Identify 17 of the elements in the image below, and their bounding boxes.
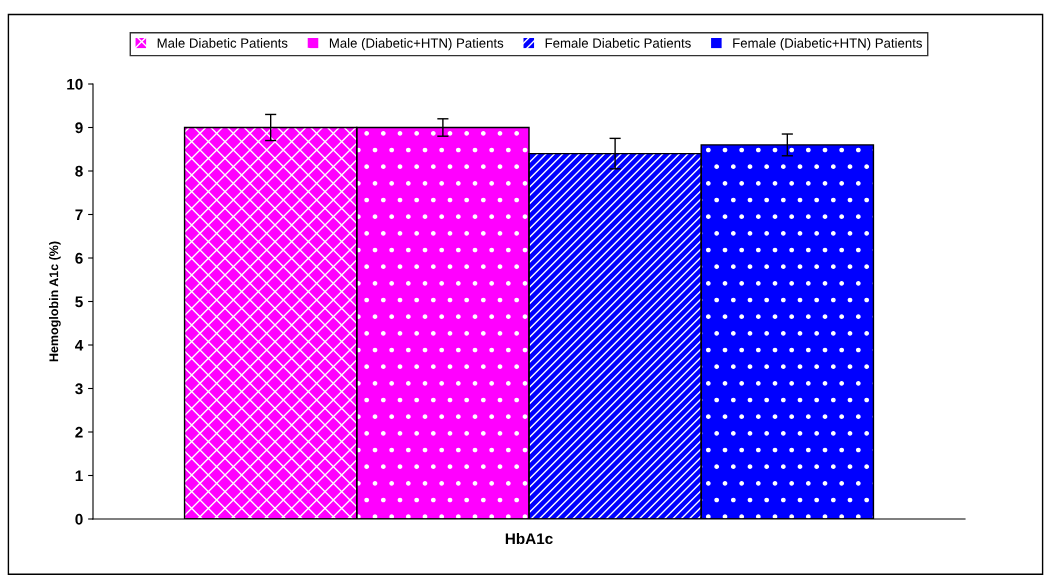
y-tick-label: 1 xyxy=(75,470,83,482)
y-tick-label: 5 xyxy=(75,296,83,308)
legend-label: Female (Diabetic+HTN) Patients xyxy=(733,38,922,51)
y-tick-label: 7 xyxy=(75,209,83,221)
legend-label: Male (Diabetic+HTN) Patients xyxy=(329,38,504,51)
y-tick-label: 10 xyxy=(67,78,83,90)
y-tick-label: 8 xyxy=(75,165,83,177)
y-tick-label: 6 xyxy=(75,252,83,264)
legend-label: Male Diabetic Patients xyxy=(157,38,288,48)
y-tick-label: 0 xyxy=(75,513,83,525)
y-tick-label: 9 xyxy=(75,122,83,134)
x-tick-label: HbA1c xyxy=(505,532,553,545)
y-axis-title: Hemoglobin A1c (%) xyxy=(49,241,61,362)
y-tick-label: 4 xyxy=(75,340,84,351)
y-tick-label: 2 xyxy=(75,426,83,438)
legend-label: Female Diabetic Patients xyxy=(545,38,691,48)
y-tick-label: 3 xyxy=(75,383,83,395)
